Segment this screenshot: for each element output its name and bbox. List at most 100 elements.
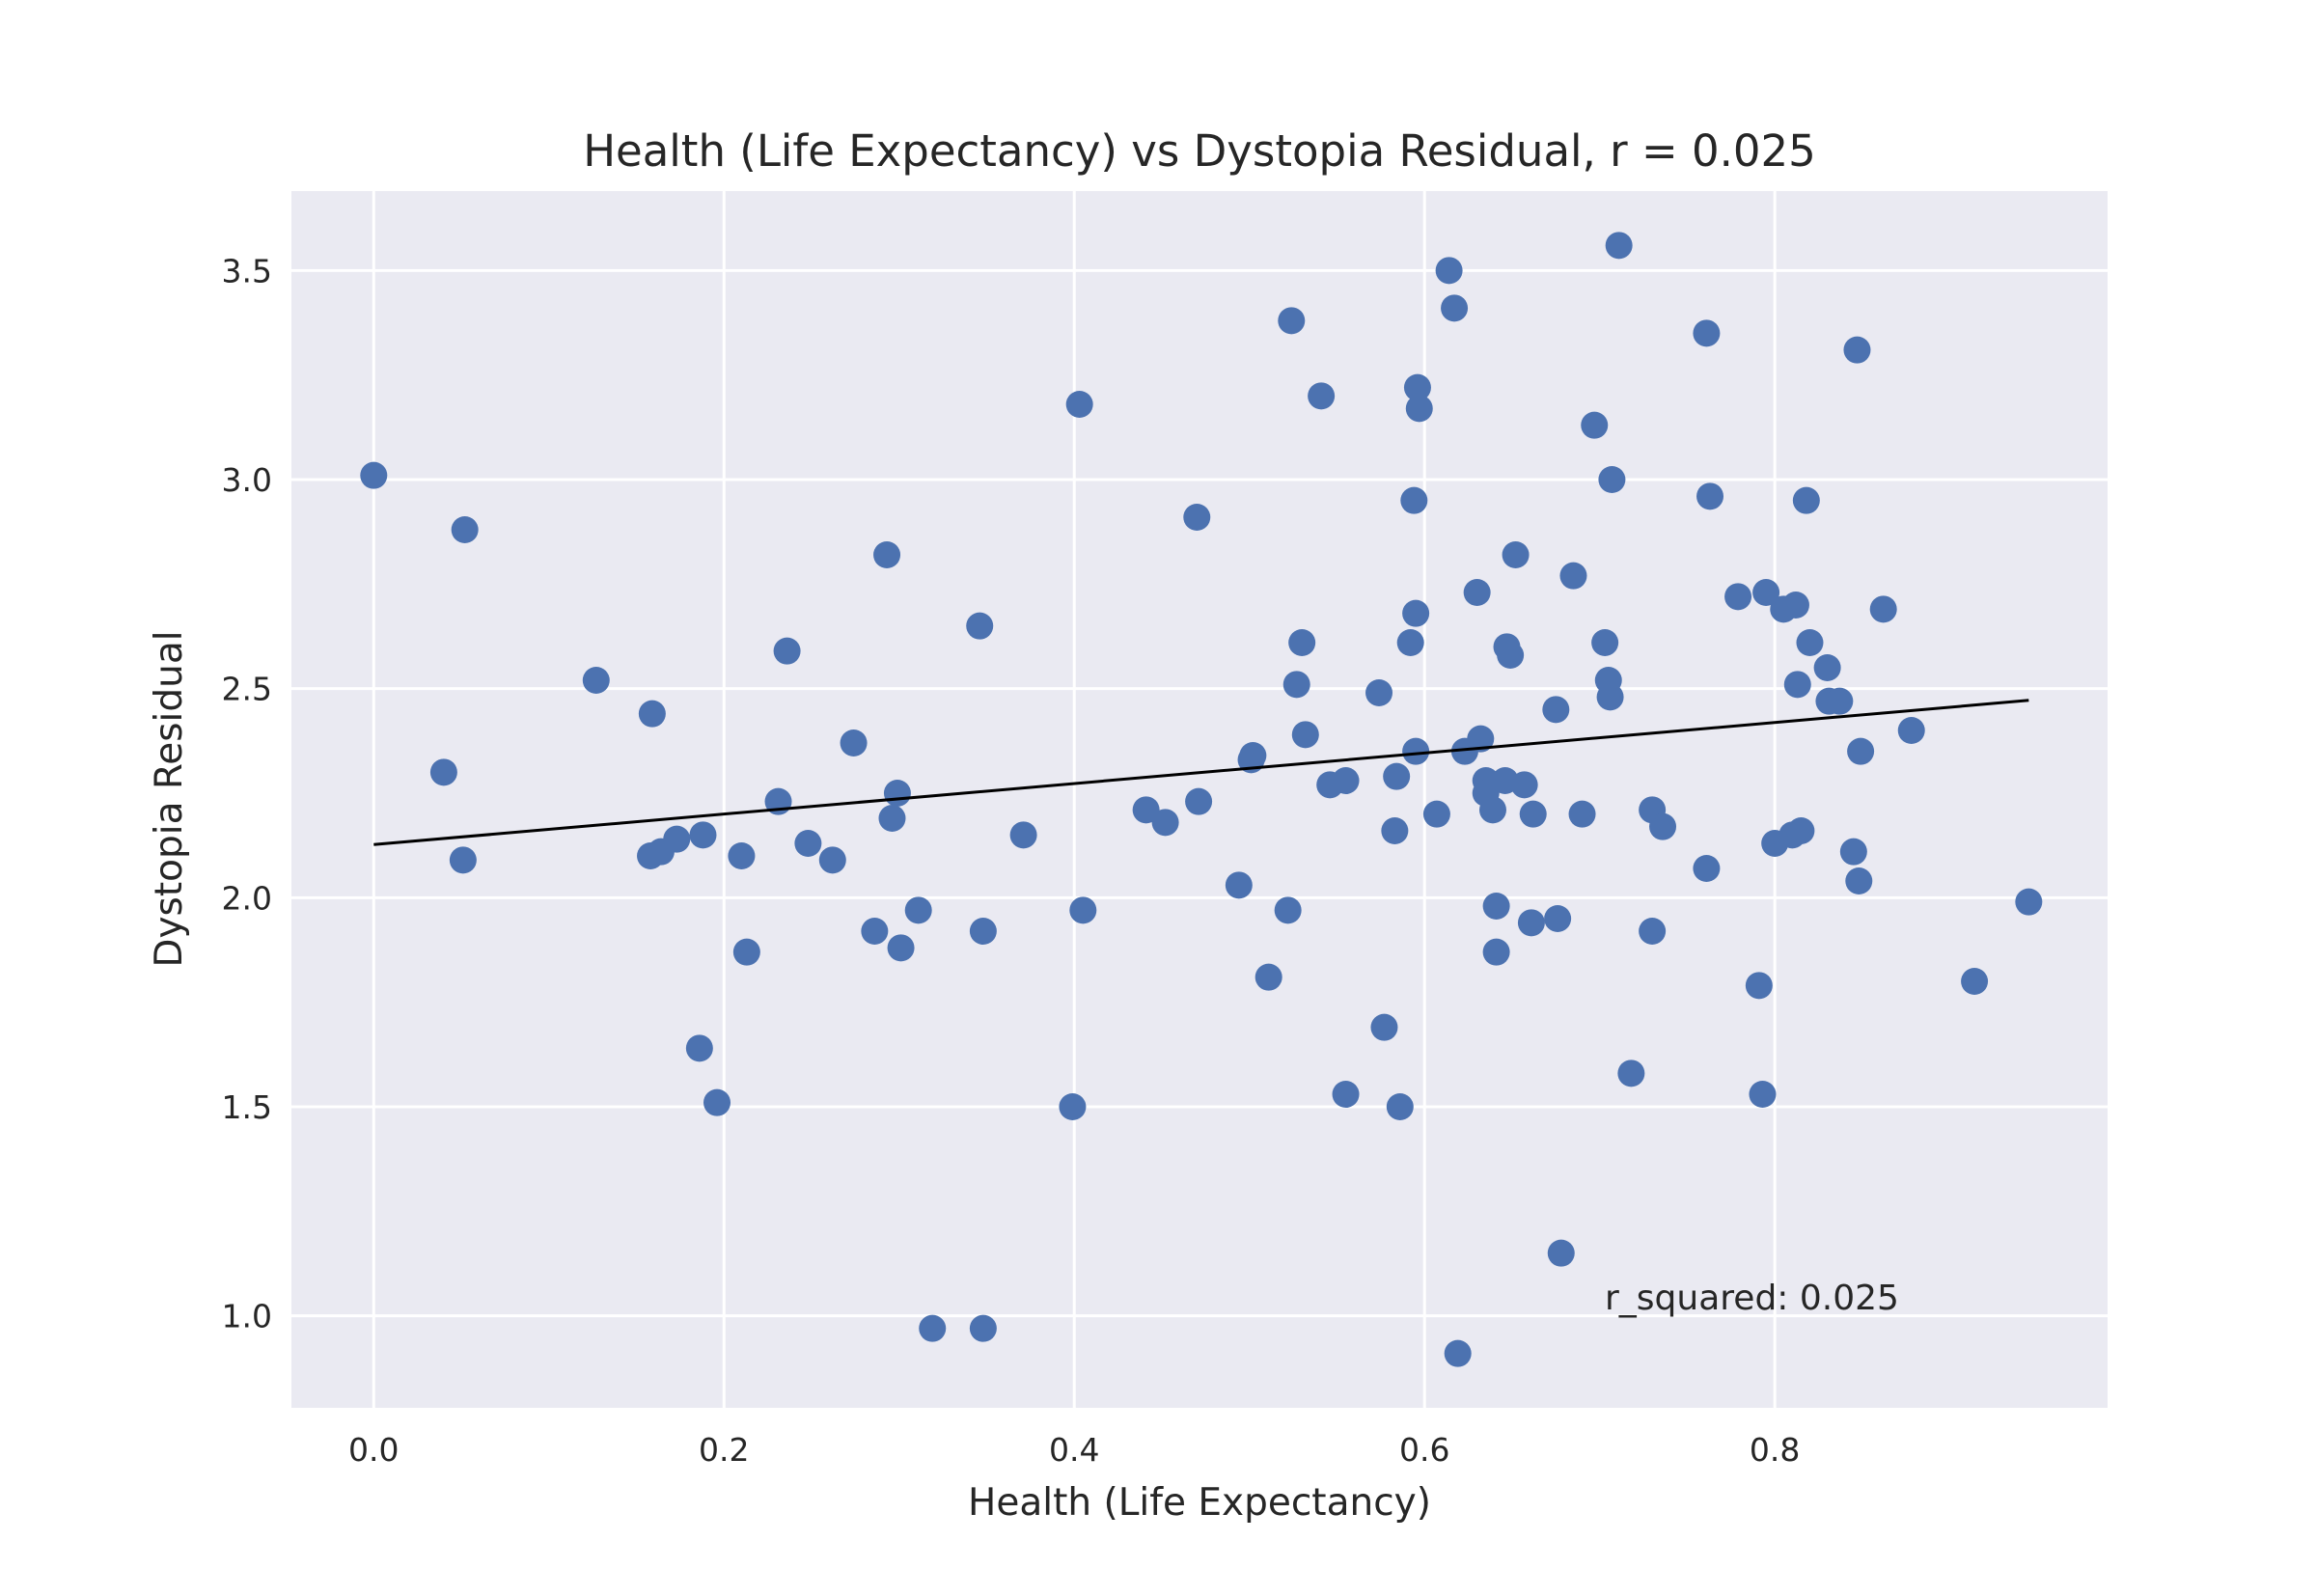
x-tick-label: 0.6 [1399,1431,1449,1469]
y-tick-label: 2.5 [222,671,272,708]
y-axis-label: Dystopia Residual [148,630,191,967]
scatter-point [1370,1013,1398,1041]
x-axis-label: Health (Life Expectancy) [968,1481,1431,1525]
scatter-point [1749,1081,1777,1108]
scatter-point [1869,595,1897,623]
scatter-point [1781,592,1809,619]
scatter-point [966,612,994,640]
regression-line [373,699,2029,846]
scatter-point [1254,963,1282,991]
scatter-point [1649,812,1677,840]
scatter-point [969,1314,997,1342]
x-tick-label: 0.0 [348,1431,399,1469]
y-tick-label: 3.0 [222,461,272,499]
scatter-point [1332,1081,1360,1108]
scatter-point [1510,771,1538,799]
scatter-point [1332,767,1360,794]
scatter-point [1422,800,1450,828]
scatter-point [429,758,457,786]
scatter-point [1605,232,1633,260]
scatter-point [1185,787,1213,815]
scatter-point [451,516,479,543]
chart-title: Health (Life Expectancy) vs Dystopia Res… [583,125,1816,177]
scatter-point [1386,1093,1414,1120]
scatter-point [663,825,691,853]
scatter-point [1463,579,1491,606]
scatter-point [904,896,932,924]
scatter-point [1278,307,1306,335]
scatter-point [360,461,388,489]
scatter-point [1069,896,1097,924]
scatter-point [883,780,911,807]
scatter-point [1724,583,1752,611]
scatter-point [1239,742,1267,769]
scatter-point [1502,541,1530,568]
scatter-point [969,918,997,945]
scatter-point [638,700,666,728]
scatter-point [1403,373,1431,401]
scatter-point [1444,1339,1472,1367]
scatter-point [773,637,801,665]
scatter-point [1839,838,1867,866]
scatter-point [840,729,868,757]
scatter-point [1059,1093,1087,1120]
scatter-point [1065,391,1093,418]
scatter-point [1132,796,1160,824]
scatter-point [1519,800,1547,828]
scatter-point [1792,486,1820,514]
scatter-point [1745,972,1773,1000]
y-tick-label: 3.5 [222,252,272,289]
scatter-point [449,846,477,874]
scatter-point [1796,629,1824,656]
scatter-point [1183,504,1211,531]
scatter-point [1225,871,1253,899]
scatter-point [887,934,915,962]
scatter-point [1383,762,1411,790]
scatter-point [1596,683,1624,711]
r-squared-annotation: r_squared: 0.025 [1605,1279,1899,1318]
scatter-point [1783,671,1811,699]
scatter-point [1288,629,1316,656]
scatter-point [1291,721,1319,749]
scatter-point [1441,294,1469,322]
scatter-point [1568,800,1596,828]
scatter-point [1282,671,1310,699]
scatter-point [1308,382,1336,410]
scatter-point [878,805,906,832]
scatter-point [703,1088,731,1116]
scatter-point [1752,579,1780,606]
y-tick-label: 1.0 [222,1298,272,1335]
scatter-point [873,541,901,568]
scatter-point [582,667,610,694]
scatter-point [1402,599,1430,627]
scatter-point [1693,855,1721,882]
scatter-point [1365,679,1393,706]
scatter-point [1517,909,1545,937]
scatter-point [1478,796,1506,824]
scatter-point [1591,629,1619,656]
scatter-point [1482,938,1510,966]
scatter-point [1598,466,1626,493]
scatter-point [1559,562,1587,590]
scatter-point [1617,1059,1645,1087]
scatter-point [1405,395,1433,423]
x-tick-label: 0.2 [699,1431,749,1469]
scatter-point [1639,918,1667,945]
scatter-point [861,918,889,945]
scatter-point [1581,411,1609,439]
y-tick-label: 1.5 [222,1088,272,1126]
regression-line-layer [373,699,2029,846]
scatter-point [1961,968,1989,995]
scatter-point [1547,1239,1575,1267]
scatter-point [1847,737,1875,765]
data-points [360,232,2043,1367]
scatter-point [1151,809,1179,837]
scatter-point [1787,817,1815,844]
scatter-point [1402,737,1430,765]
scatter-point [2015,888,2043,916]
scatter-point [1544,905,1572,932]
scatter-point [1482,893,1510,920]
scatter-point [1497,642,1525,669]
scatter-point [818,846,846,874]
